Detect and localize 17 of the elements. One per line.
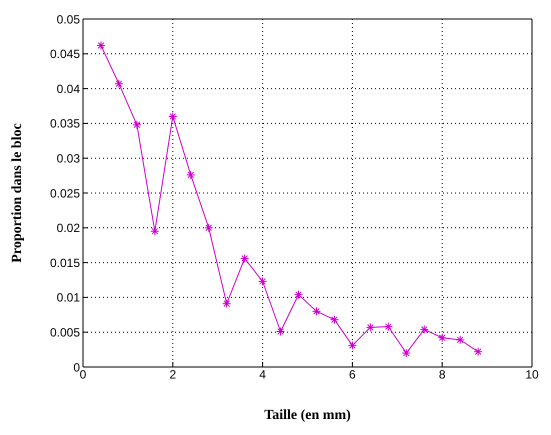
y-axis-title: Proportion dans le bloc (10, 123, 25, 263)
x-tick-label: 8 (438, 368, 446, 382)
y-tick-label: 0.005 (50, 325, 80, 340)
x-tick-label: 2 (169, 368, 176, 382)
y-tick-label: 0.045 (50, 47, 80, 62)
y-tick-label: 0.04 (56, 82, 80, 96)
x-tick-label: 10 (525, 368, 539, 382)
y-tick-label: 0.025 (50, 186, 80, 200)
y-tick-label: 0.015 (50, 256, 80, 270)
y-tick-label: 0.01 (56, 290, 80, 305)
y-tick-label: 0.02 (56, 221, 80, 236)
y-tick-label: 0.05 (56, 12, 80, 26)
y-tick-label: 0.035 (50, 116, 80, 131)
x-axis-title: Taille (en mm) (264, 408, 352, 423)
x-tick-label: 4 (259, 368, 266, 382)
y-tick-label: 0.03 (56, 151, 80, 166)
x-tick-label: 6 (349, 368, 356, 382)
